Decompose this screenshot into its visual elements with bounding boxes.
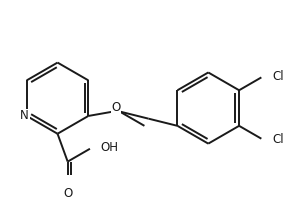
Text: OH: OH	[101, 141, 119, 154]
Text: O: O	[112, 101, 121, 114]
Text: Cl: Cl	[272, 133, 284, 146]
Text: Cl: Cl	[272, 70, 284, 83]
Text: O: O	[63, 187, 72, 198]
Text: N: N	[20, 109, 29, 122]
